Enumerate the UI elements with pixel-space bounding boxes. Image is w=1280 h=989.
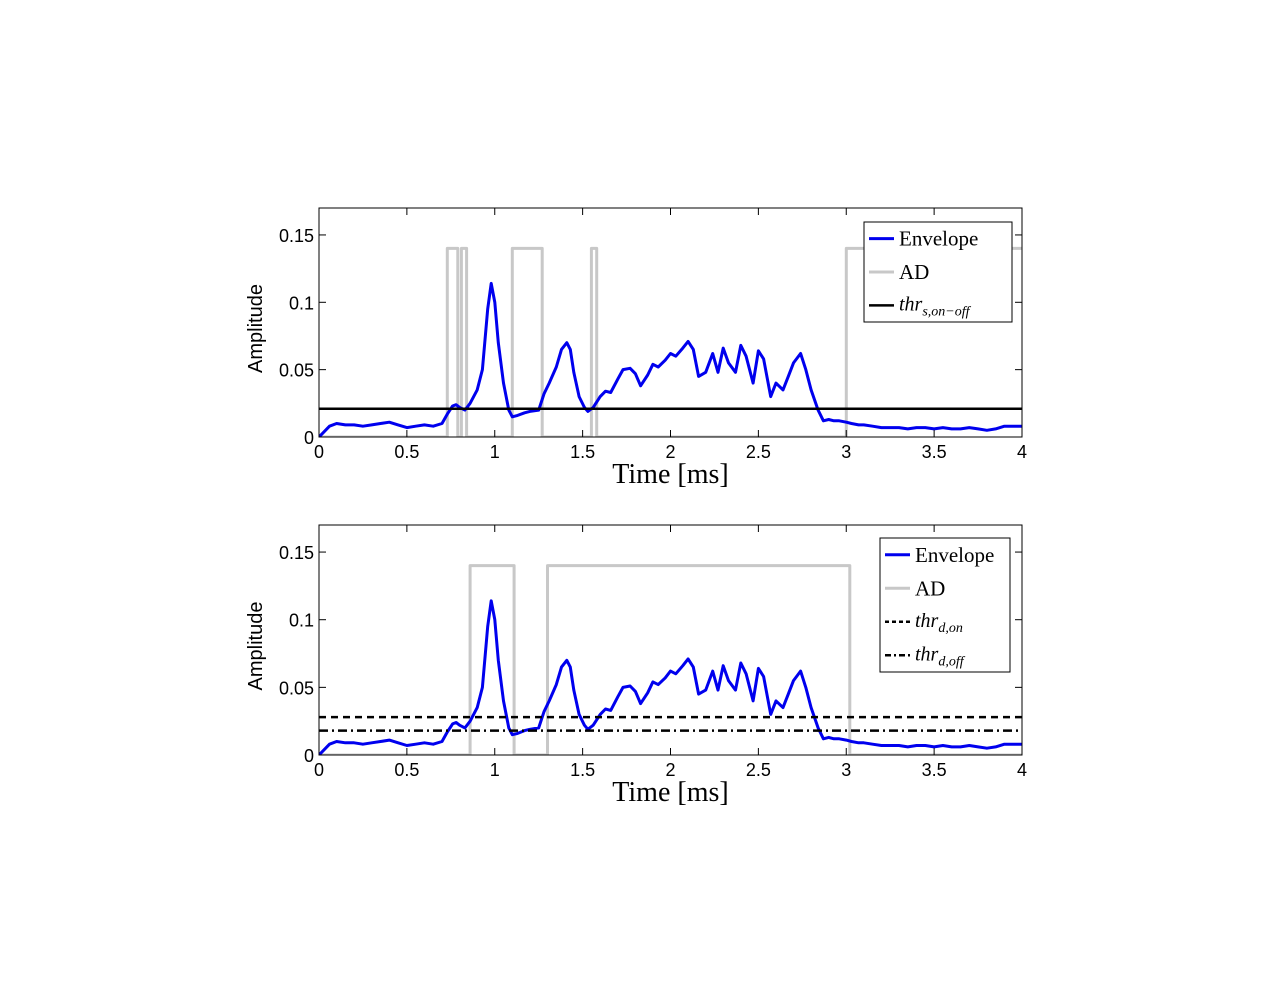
legend-label: thrs,on−off [899,293,972,319]
legend: Envelope AD thrs,on−off [863,221,1013,323]
y-tick-label: 0.05 [279,361,314,381]
x-tick-label: 0 [314,442,324,462]
legend-label-subscript: d,off [938,654,965,669]
series-ad [319,246,1022,437]
y-tick-label: 0.05 [279,678,314,698]
x-tick-label: 2 [665,760,675,780]
chart-0: 0 0.5 1 1.5 2 2.5 3 3.5 4 0 0.05 0.1 0.15 Time [ms] Am… [245,207,1027,490]
x-tick-label: 1 [490,760,500,780]
legend-label-base: thr [899,293,923,315]
y-axis-label: Amplitude [245,602,267,691]
x-tick-label: 3.5 [922,442,947,462]
legend-label: AD [899,260,929,284]
plot-area [319,564,1022,755]
y-axis-label: Amplitude [245,284,267,373]
x-tick-label: 3 [841,760,851,780]
y-tick-label: 0.15 [279,226,314,246]
x-tick-label: 1 [490,442,500,462]
x-tick-label: 4 [1017,442,1027,462]
legend-label: Envelope [915,543,994,567]
x-tick-label: 2 [665,442,675,462]
x-tick-label: 2.5 [746,442,771,462]
x-tick-label: 0.5 [394,760,419,780]
plot-area [319,246,1022,437]
legend-label: Envelope [899,227,978,251]
series-envelope [319,281,1022,437]
y-tick-label: 0 [304,746,314,766]
x-tick-label: 1.5 [570,760,595,780]
x-tick-label: 3.5 [922,760,947,780]
legend-label: AD [915,576,945,600]
x-axis-label: Time [ms] [612,777,728,808]
x-tick-label: 0 [314,760,324,780]
legend-label: thrd,on [915,610,963,636]
y-tick-label: 0 [304,428,314,448]
series-ad [319,564,1022,755]
x-tick-label: 4 [1017,760,1027,780]
y-tick-label: 0.1 [289,611,314,631]
legend-label-subscript: d,on [938,621,963,636]
legend-label: thrd,off [915,643,966,669]
x-axis-label: Time [ms] [612,459,728,490]
series-envelope [319,599,1022,755]
x-tick-label: 0.5 [394,442,419,462]
legend-box [879,537,1011,673]
chart-1: 0 0.5 1 1.5 2 2.5 3 3.5 4 0 0.05 0.1 0.15 Time [ms] Am… [245,524,1027,808]
legend-label-base: thr [915,610,939,632]
legend-label-base: thr [915,643,939,665]
y-tick-label: 0.15 [279,543,314,563]
legend-label-subscript: s,on−off [922,304,971,319]
y-tick-label: 0.1 [289,293,314,313]
x-tick-label: 3 [841,442,851,462]
x-tick-label: 1.5 [570,442,595,462]
x-tick-label: 2.5 [746,760,771,780]
